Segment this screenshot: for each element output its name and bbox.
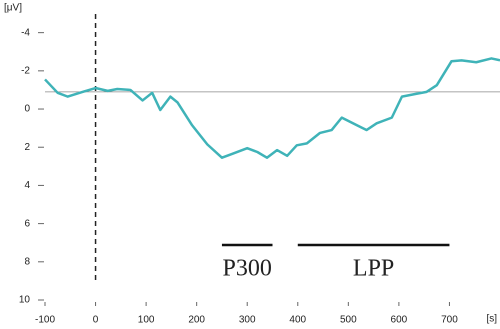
x-tick-label: 500 bbox=[340, 315, 357, 326]
y-tick-label: 4 bbox=[24, 180, 30, 191]
y-unit: [μV] bbox=[4, 3, 22, 14]
y-tick-label: 10 bbox=[19, 295, 31, 306]
y-tick-label: -4 bbox=[21, 27, 30, 38]
x-tick-label: 600 bbox=[391, 315, 408, 326]
x-tick-label: 300 bbox=[239, 315, 256, 326]
x-tick-label: 0 bbox=[93, 315, 99, 326]
x-tick-label: 400 bbox=[289, 315, 306, 326]
y-tick-label: -2 bbox=[21, 65, 30, 76]
y-tick-label: 0 bbox=[24, 104, 30, 115]
y-tick-label: 6 bbox=[24, 218, 30, 229]
x-unit: [s] bbox=[486, 314, 497, 325]
y-tick-label: 8 bbox=[24, 256, 30, 267]
x-tick-label: 100 bbox=[138, 315, 155, 326]
data-line bbox=[44, 57, 500, 159]
annotation-label: P300 bbox=[223, 256, 272, 282]
annotation-label: LPP bbox=[353, 256, 394, 282]
y-tick-label: 2 bbox=[24, 142, 30, 153]
x-tick-label: 700 bbox=[441, 315, 458, 326]
x-tick-label: -100 bbox=[35, 315, 55, 326]
x-tick-label: 200 bbox=[188, 315, 205, 326]
